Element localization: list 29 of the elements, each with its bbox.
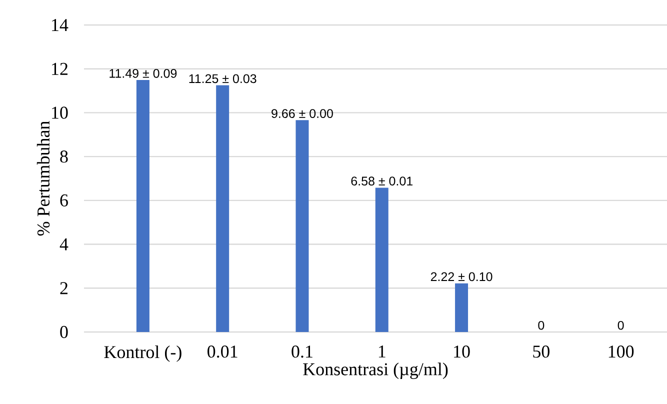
data-label: 9.66 ± 0.00 bbox=[272, 109, 333, 118]
x-tick-label: 100 bbox=[608, 346, 634, 358]
data-label: 6.58 ± 0.01 bbox=[351, 176, 412, 186]
y-tick-label: 12 bbox=[52, 62, 68, 75]
x-tick-label: 1 bbox=[378, 346, 386, 358]
y-tick-label: 10 bbox=[52, 106, 68, 119]
bar bbox=[375, 188, 388, 332]
y-tick-label: 14 bbox=[52, 19, 68, 31]
y-axis-title: % Pertumbuhan bbox=[36, 121, 50, 236]
x-tick-label: Kontrol (-) bbox=[104, 346, 182, 362]
y-tick-label: 2 bbox=[60, 282, 68, 294]
bar bbox=[455, 283, 468, 332]
y-tick-label: 6 bbox=[60, 194, 68, 206]
y-tick-label: 8 bbox=[60, 150, 68, 163]
data-label: 11.25 ± 0.03 bbox=[189, 74, 256, 84]
data-label: 0 bbox=[538, 320, 544, 330]
bar bbox=[136, 80, 150, 332]
y-tick-label: 0 bbox=[60, 326, 68, 338]
data-label: 2.22 ± 0.10 bbox=[430, 272, 492, 282]
data-label: 0 bbox=[618, 320, 624, 330]
data-label: 11.49 ± 0.09 bbox=[110, 68, 177, 78]
x-tick-label: 0.01 bbox=[208, 346, 238, 358]
x-tick-label: 0.1 bbox=[292, 346, 312, 358]
bar bbox=[216, 85, 230, 332]
bar bbox=[296, 120, 309, 332]
x-tick-label: 50 bbox=[533, 346, 550, 358]
y-tick-label: 4 bbox=[60, 238, 68, 250]
x-tick-label: 10 bbox=[454, 346, 470, 358]
x-axis-title: Konsentrasi (µg/ml) bbox=[303, 362, 448, 380]
